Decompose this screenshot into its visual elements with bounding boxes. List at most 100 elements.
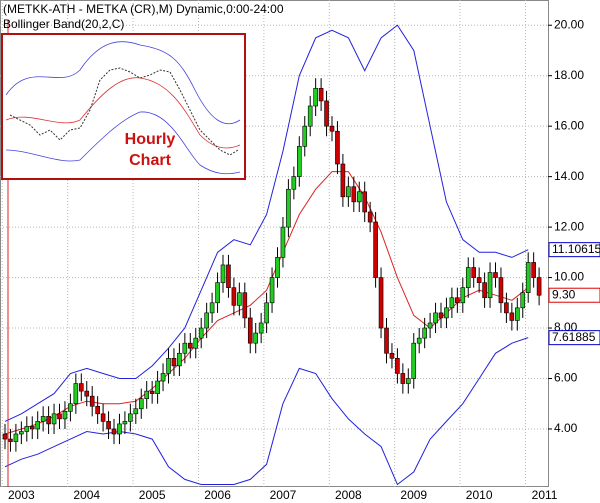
candle-body xyxy=(269,277,275,304)
candle-body xyxy=(389,352,395,359)
x-tick-label: 2007 xyxy=(270,488,297,502)
candle-body xyxy=(95,405,100,415)
y-tick-label: 18.00 xyxy=(554,68,584,82)
x-tick-label: 2003 xyxy=(8,488,35,502)
candle-body xyxy=(280,226,286,258)
y-tick-label: 6.00 xyxy=(554,371,578,385)
candle-body xyxy=(182,342,188,354)
candle-body xyxy=(19,431,24,435)
candle-body xyxy=(226,264,231,288)
candle-body xyxy=(504,302,509,314)
candle-body xyxy=(351,186,357,203)
candle-body xyxy=(237,292,242,306)
candle-body xyxy=(340,163,346,198)
y-tick-label: 4.00 xyxy=(554,421,578,435)
candle-body xyxy=(2,433,8,440)
candle-body xyxy=(171,358,177,367)
candle-body xyxy=(51,413,57,425)
candle-body xyxy=(318,88,324,102)
last-value-label: 7.61885 xyxy=(552,330,596,344)
y-tick-label: 12.00 xyxy=(554,219,584,233)
candle-body xyxy=(373,221,378,278)
candle-body xyxy=(275,257,280,278)
candle-body xyxy=(509,312,515,321)
inset-price xyxy=(9,67,239,156)
last-value-box xyxy=(548,330,600,346)
last-value-box xyxy=(548,287,600,303)
candle-body xyxy=(525,262,531,294)
candle-body xyxy=(367,211,373,223)
candle-body xyxy=(487,272,493,299)
candle-body xyxy=(536,277,542,296)
candle-body xyxy=(106,421,111,430)
candle-body xyxy=(68,403,73,412)
candle-body xyxy=(416,337,422,344)
last-value-box xyxy=(548,242,600,258)
candle-body xyxy=(8,438,13,442)
candle-body xyxy=(242,292,248,319)
candle-body xyxy=(514,307,520,321)
candle-body xyxy=(422,327,427,339)
candle-body xyxy=(498,277,504,304)
candle-body xyxy=(531,262,536,278)
candle-body xyxy=(138,398,144,410)
candle-body xyxy=(13,433,19,442)
candle-body xyxy=(324,100,329,127)
candle-body xyxy=(57,413,62,420)
candle-body xyxy=(204,312,209,329)
band-lower xyxy=(4,337,529,486)
candle-body xyxy=(84,390,90,397)
chart-title: (METKK-ATH - METKA (CR),M) Dynamic,0:00-… xyxy=(3,2,284,16)
y-tick-label: 14.00 xyxy=(554,169,584,183)
inset-upper xyxy=(5,41,241,125)
candle-body xyxy=(384,327,389,354)
candle-body xyxy=(193,337,199,349)
candle-body xyxy=(296,146,302,177)
band-upper xyxy=(4,24,529,422)
candle-body xyxy=(346,186,351,198)
candle-body xyxy=(291,176,297,190)
inset: Hourly Chart xyxy=(1,33,246,180)
candle-body xyxy=(465,267,471,288)
candle-body xyxy=(433,312,438,324)
candle-body xyxy=(476,277,482,283)
candle-body xyxy=(444,307,449,319)
candle-body xyxy=(411,342,417,379)
candle-body xyxy=(198,327,204,339)
candle-body xyxy=(520,292,526,309)
candle-body xyxy=(29,426,35,430)
candle-body xyxy=(231,287,237,306)
x-tick-label: 2010 xyxy=(466,488,493,502)
candle-body xyxy=(286,188,291,228)
candle-body xyxy=(79,383,84,392)
candle-body xyxy=(166,358,171,374)
inset-mid xyxy=(5,77,241,149)
candle-body xyxy=(247,317,253,344)
candle-body xyxy=(149,390,155,394)
candle-body xyxy=(313,88,318,107)
candle-body xyxy=(209,302,215,314)
candle-body xyxy=(258,322,264,334)
last-value-label: 11.10615 xyxy=(552,242,600,256)
x-tick-label: 2005 xyxy=(139,488,166,502)
x-tick-label: 2008 xyxy=(335,488,362,502)
candle-body xyxy=(307,105,313,127)
x-tick-label: 2009 xyxy=(400,488,427,502)
candle-body xyxy=(40,416,46,422)
candle-body xyxy=(24,426,30,432)
candle-body xyxy=(122,421,128,425)
candle-body xyxy=(215,282,220,304)
candle-body xyxy=(111,428,117,435)
candle-body xyxy=(62,411,68,420)
candle-body xyxy=(438,312,444,319)
candle-body xyxy=(133,408,139,415)
x-tick-label: 2006 xyxy=(204,488,231,502)
candle-body xyxy=(89,395,95,407)
candles xyxy=(2,78,542,452)
candle-body xyxy=(302,125,308,147)
candle-body xyxy=(460,287,466,304)
candle-body xyxy=(482,282,487,299)
inset-label: Chart xyxy=(129,152,171,169)
candle-body xyxy=(264,302,269,324)
candle-body xyxy=(188,342,193,349)
